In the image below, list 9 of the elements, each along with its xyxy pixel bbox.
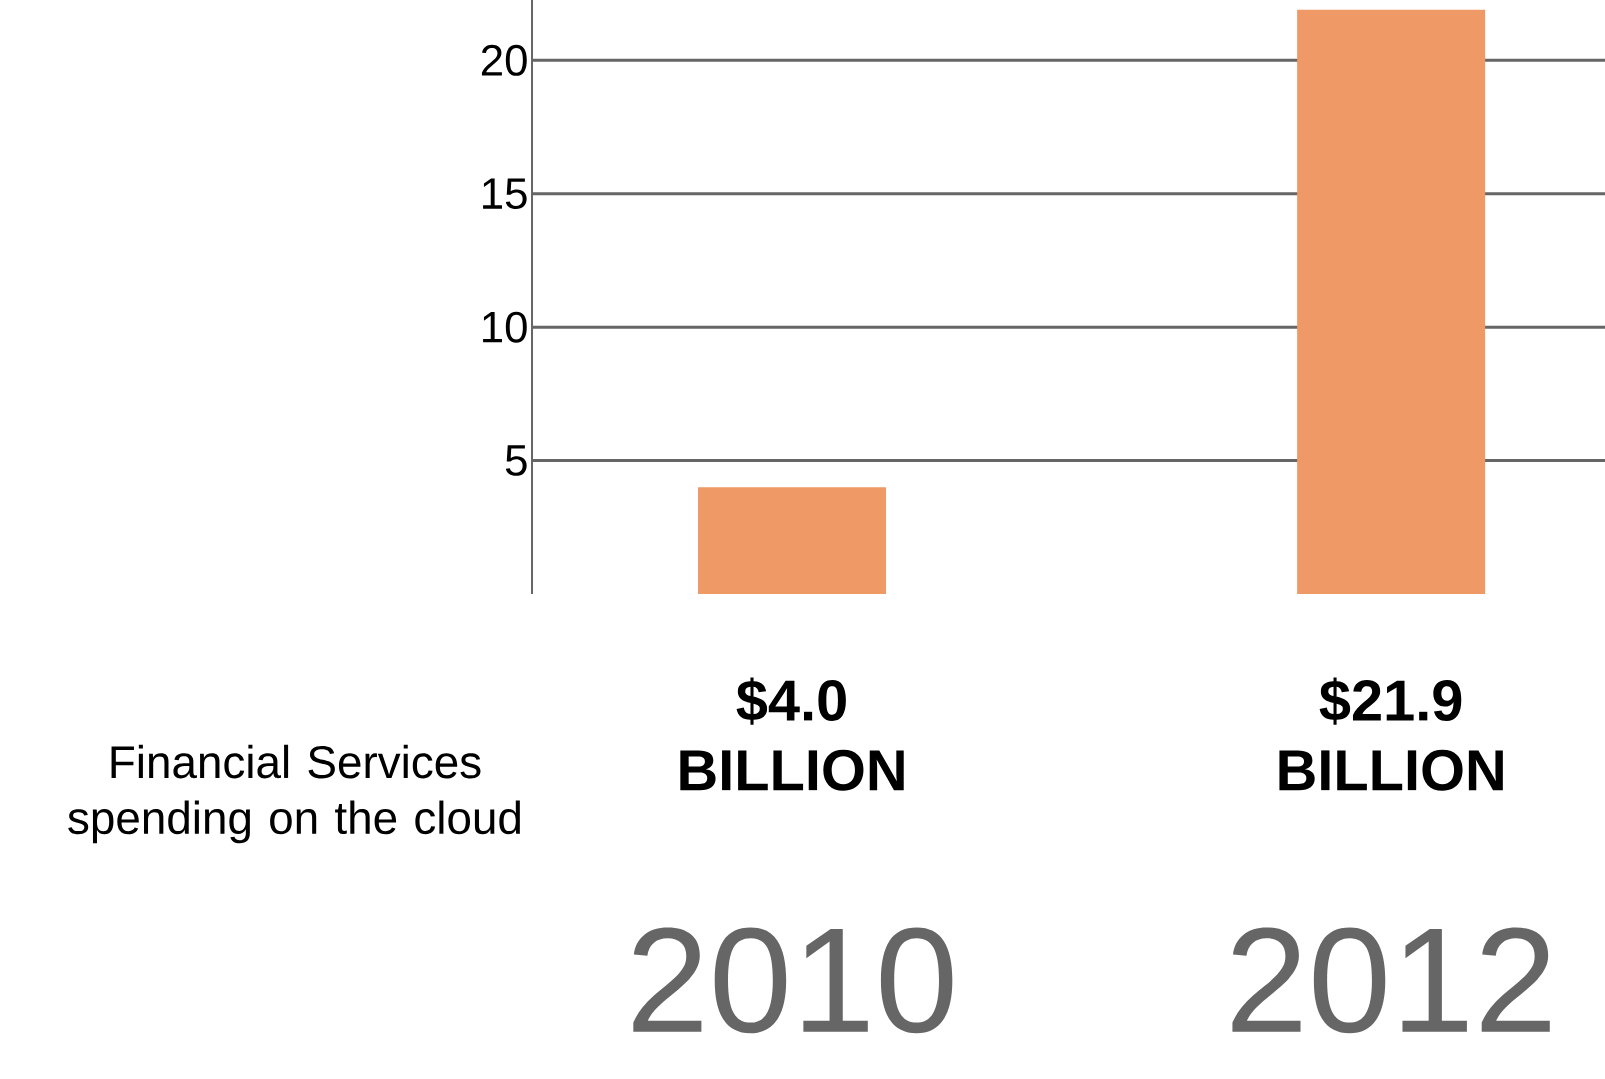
x-tick-label: 2010 — [633, 927, 953, 1034]
text: Financial Services spending on the cloud — [68, 744, 520, 844]
data-label: $4.0 BILLION — [680, 677, 904, 791]
y-tick-label: 15 — [483, 178, 527, 210]
y-tick-label: 20 — [481, 44, 527, 76]
data-label: $21.9 BILLION — [1279, 677, 1503, 791]
y-tick-label: 10 — [483, 311, 527, 343]
y-tick-label: 5 — [505, 445, 527, 476]
x-tick-label: 2012 — [1232, 927, 1550, 1034]
